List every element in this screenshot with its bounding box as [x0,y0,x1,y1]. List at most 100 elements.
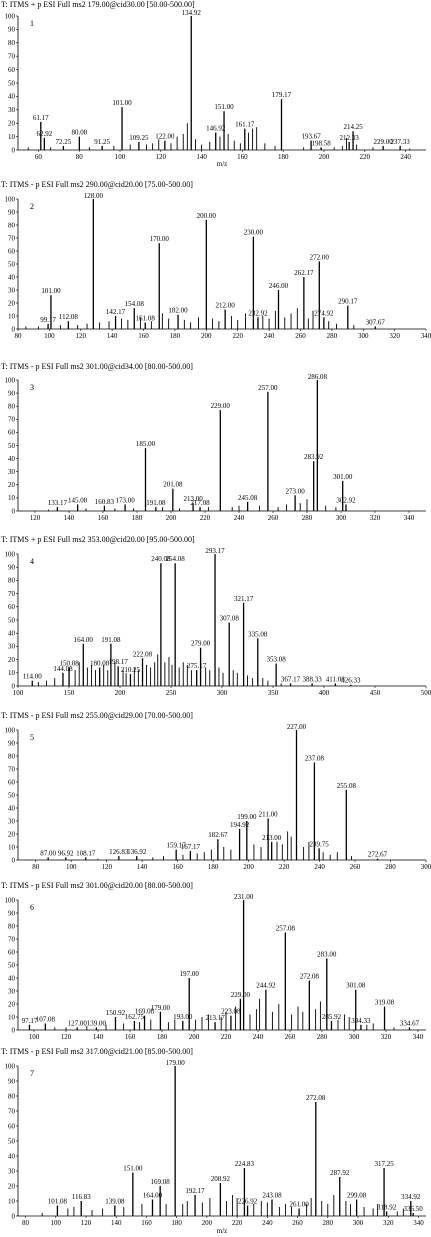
peak-label: 426.33 [341,677,361,685]
peak-label: 321.17 [234,595,254,603]
y-tick-label: 30 [8,468,16,476]
peak-label: 272.67 [368,851,388,859]
y-tick-label: 90 [8,26,16,34]
peak-label: 272.08 [300,973,320,981]
peak-label: 201.08 [163,481,183,489]
x-tick-label: 300 [336,514,347,522]
peak-label: 212.33 [340,134,360,142]
y-tick-label: 50 [8,616,16,624]
peak-label: 179.17 [272,91,292,99]
peak-label: 159.17 [167,842,187,850]
peak-label: 162.75 [125,1013,145,1021]
y-tick-label: 30 [8,1167,16,1175]
y-tick-label: 10 [8,1197,16,1205]
peak-label: 224.83 [235,1160,255,1168]
y-tick-label: 50 [8,79,16,87]
peak-label: 126.83 [109,848,129,856]
x-tick-label: 280 [323,1219,334,1227]
x-tick-label: 180 [171,1219,182,1227]
x-tick-label: 160 [98,514,109,522]
peak-label: 243.08 [262,1192,282,1200]
peak-label: 290.17 [338,298,358,306]
x-tick-label: 220 [232,1219,243,1227]
peak-label: 230.00 [244,229,264,237]
peak-label: 304.33 [351,1017,371,1025]
x-tick-label: 240 [253,1033,264,1041]
peak-label: 229.00 [374,138,394,146]
y-tick-label: 60 [8,247,16,255]
x-tick-label: 160 [125,1033,136,1041]
y-tick-label: 80 [8,39,16,47]
peak-label: 146.92 [206,125,226,133]
x-tick-label: 220 [200,514,211,522]
x-tick-label: 260 [292,1219,303,1227]
peak-label: 91.25 [94,138,110,146]
peak-label: 307.08 [220,615,240,623]
peak-label: 128.00 [84,192,104,200]
peak-label: 237.08 [305,755,325,763]
x-tick-label: 200 [319,153,330,161]
peak-label: 287.92 [330,1169,350,1177]
x-tick-label: 320 [370,514,381,522]
y-tick-label: 30 [8,643,16,651]
peak-label: 99.17 [40,316,56,324]
x-tick-label: 260 [350,863,361,871]
x-tick-label: 120 [156,153,167,161]
panel-number: 5 [30,733,34,742]
peak-label: 180.08 [90,660,110,668]
x-tick-label: 200 [115,689,126,697]
y-tick-label: 50 [8,260,16,268]
peak-label: 237.33 [391,138,411,146]
peak-label: 150.08 [59,660,79,668]
spectrum-header: T: ITMS + p ESI Full ms2 179.00@cid30.00… [1,0,195,9]
y-tick-label: 0 [12,325,16,333]
peak-label: 213.17 [205,1014,225,1022]
x-tick-label: 150 [64,689,75,697]
x-tick-label: 180 [170,332,181,340]
x-tick-label: 320 [383,1219,394,1227]
x-tick-label: 60 [35,153,43,161]
y-tick-label: 100 [5,12,16,20]
spectrum-header: T: ITMS - p ESI Full ms2 301.00@cid34.00… [1,362,193,371]
x-tick-label: 120 [76,332,87,340]
y-tick-label: 80 [8,403,16,411]
x-tick-label: 180 [208,863,219,871]
x-tick-label: 240 [314,863,325,871]
y-tick-label: 80 [8,752,16,760]
x-tick-label: 200 [166,514,177,522]
peak-label: 122.00 [155,133,175,141]
x-tick-label: 240 [262,1219,273,1227]
peak-label: 319.08 [375,999,395,1007]
peak-label: 96.92 [58,849,74,857]
peak-label: 239.75 [309,840,329,848]
y-tick-label: 0 [12,682,16,690]
x-tick-label: 220 [279,863,290,871]
y-tick-label: 90 [8,564,16,572]
peak-label: 145.08 [68,496,88,504]
x-tick-label: 340 [421,332,431,340]
peak-label: 334.67 [400,1019,420,1027]
x-tick-label: 180 [278,153,289,161]
peak-label: 317.25 [374,1160,394,1168]
y-tick-label: 100 [5,195,16,203]
x-tick-label: 140 [107,332,118,340]
peak-label: 257.00 [258,384,278,392]
peak-label: 142.17 [106,308,126,316]
x-tick-label: 140 [93,1033,104,1041]
x-tick-label: 200 [202,1219,213,1227]
x-tick-label: 240 [264,332,275,340]
peak-label: 197.00 [180,970,200,978]
x-tick-label: 280 [327,332,338,340]
x-tick-label: 220 [232,332,243,340]
y-tick-label: 20 [8,299,16,307]
x-tick-label: 100 [51,1219,62,1227]
peak-label: 213.00 [183,495,203,503]
peak-label: 160.83 [95,498,115,506]
peak-label: 185.00 [136,440,156,448]
x-tick-label: 180 [157,1033,168,1041]
spectrum-panel-3: T: ITMS - p ESI Full ms2 301.00@cid34.00… [1,362,426,522]
y-tick-label: 40 [8,1152,16,1160]
peak-label: 411.08 [326,675,345,683]
spectrum-panel-5: T: ITMS - p ESI Full ms2 255.00@cid29.00… [1,711,431,871]
peak-label: 231.00 [234,893,254,901]
